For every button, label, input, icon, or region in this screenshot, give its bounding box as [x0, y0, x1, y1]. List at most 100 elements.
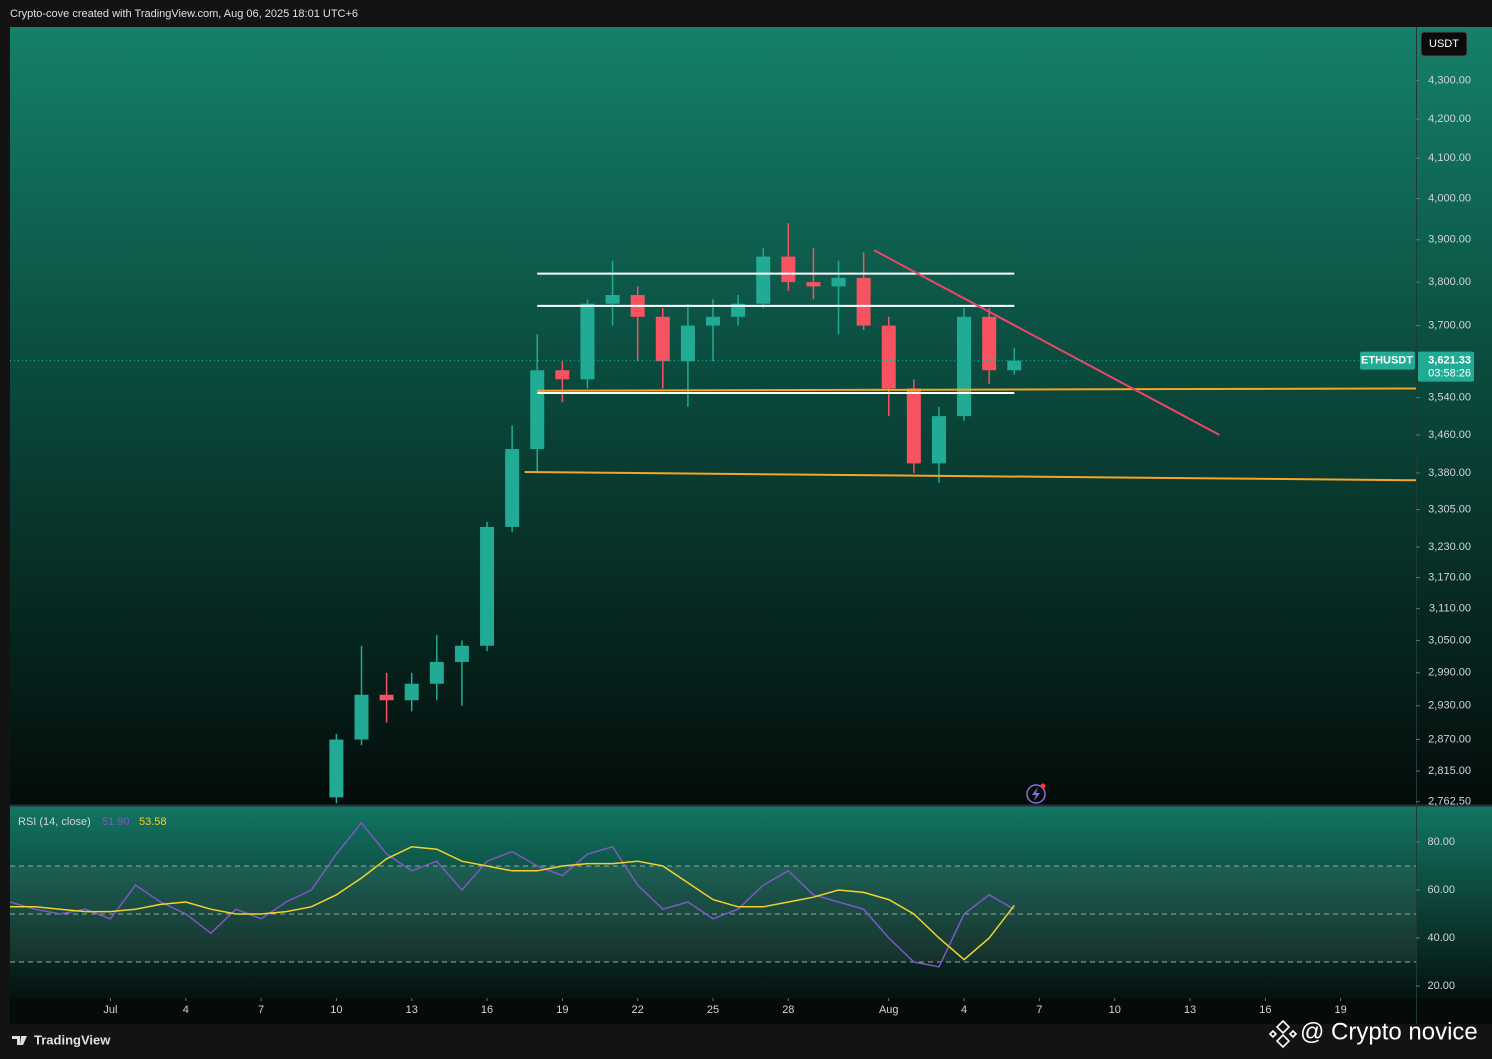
candle-body	[354, 694, 369, 740]
y-tick-label: 4,100.00	[1428, 152, 1471, 164]
rsi-tick-label: 60.00	[1427, 884, 1455, 896]
rsi-legend-value: 51.90	[102, 816, 130, 828]
y-tick-label: 3,050.00	[1428, 634, 1471, 646]
x-tick-label: 22	[632, 1004, 644, 1016]
symbol-label: ETHUSDT	[1361, 355, 1413, 367]
y-tick-label: 3,170.00	[1428, 571, 1471, 583]
watermark: @ Crypto novice	[1300, 1018, 1478, 1045]
drawing-line	[524, 471, 1416, 482]
candle-body	[680, 325, 695, 362]
countdown: 03:58:26	[1428, 368, 1471, 380]
rsi-tick-label: 80.00	[1427, 836, 1455, 848]
candle-body	[505, 449, 520, 527]
candle-body	[655, 316, 670, 362]
watermark-icon	[1268, 1019, 1298, 1049]
x-tick-label: 10	[1109, 1004, 1121, 1016]
y-tick-label: 3,800.00	[1428, 276, 1471, 288]
y-tick-label: 2,762.50	[1428, 796, 1471, 808]
candle-body	[329, 739, 344, 798]
candle-body	[806, 282, 821, 287]
candle-body	[831, 277, 846, 287]
candle-body	[781, 256, 796, 283]
candle-body	[931, 416, 946, 464]
candle-body	[605, 295, 620, 304]
symbol-tag	[1360, 351, 1415, 370]
y-tick-label: 3,230.00	[1428, 541, 1471, 553]
rsi-pane	[10, 806, 1492, 998]
x-tick-label: 25	[707, 1004, 719, 1016]
x-tick-label: 28	[782, 1004, 794, 1016]
y-tick-label: 3,305.00	[1428, 503, 1471, 515]
currency-label: USDT	[1429, 38, 1459, 50]
x-tick-label: 19	[1335, 1004, 1347, 1016]
y-tick-label: 4,000.00	[1428, 192, 1471, 204]
drawing-line	[537, 387, 1416, 392]
x-tick-label: 10	[330, 1004, 342, 1016]
tv-logo-mark	[12, 1036, 27, 1045]
plot: 4,300.00 4,200.00 4,100.00 4,000.00 3,900.00…	[9, 75, 1474, 1016]
x-tick-label: 7	[258, 1004, 264, 1016]
candle-body	[530, 370, 545, 450]
candle-body	[454, 645, 469, 662]
price-tag	[1418, 351, 1474, 382]
candle-body	[856, 277, 871, 326]
candle-body	[480, 526, 495, 646]
x-tick-label: Aug	[879, 1004, 899, 1016]
y-tick-label: 3,110.00	[1429, 603, 1471, 615]
drawing-line	[873, 249, 1220, 436]
rsi-legend-value: 53.58	[139, 816, 167, 828]
x-tick-label: 13	[1184, 1004, 1196, 1016]
y-tick-label: 4,200.00	[1428, 113, 1471, 125]
y-tick-label: 2,930.00	[1428, 700, 1471, 712]
candle-body	[555, 370, 570, 380]
rsi-title: RSI (14, close)	[18, 816, 91, 828]
alert-icon[interactable]	[1026, 784, 1046, 804]
rsi-line	[10, 846, 1015, 961]
candle-body	[706, 316, 720, 326]
candle-body	[404, 683, 419, 701]
candle-body	[957, 316, 972, 417]
candle-body	[731, 303, 746, 317]
y-tick-label: 3,900.00	[1428, 234, 1471, 246]
candle-body	[982, 316, 997, 371]
candle-body	[429, 661, 444, 684]
candle-body	[379, 694, 394, 701]
time-axis	[10, 998, 1492, 1024]
candles	[329, 223, 1416, 804]
y-tick-label: 4,300.00	[1428, 75, 1471, 87]
tv-logo-text: TradingView	[34, 1032, 111, 1047]
price-pane	[10, 27, 1492, 805]
y-tick-label: 3,380.00	[1428, 467, 1471, 479]
y-tick-label: 3,460.00	[1428, 429, 1471, 441]
tv-logo	[12, 1036, 27, 1045]
candle-body	[756, 256, 771, 304]
x-tick-label: 19	[556, 1004, 568, 1016]
x-tick-label: 16	[1259, 1004, 1271, 1016]
rsi-tick-label: 20.00	[1427, 980, 1455, 992]
alert-dot	[1040, 783, 1046, 789]
x-tick-label: 7	[1036, 1004, 1042, 1016]
candle-body	[881, 325, 896, 389]
y-tick-label: 2,870.00	[1428, 733, 1471, 745]
y-tick-label: 3,700.00	[1428, 319, 1471, 331]
rsi-line	[9, 821, 1015, 968]
x-tick-label: 13	[406, 1004, 418, 1016]
currency-button[interactable]	[1420, 31, 1468, 57]
candle-body	[1007, 360, 1022, 371]
rsi-tick-label: 40.00	[1427, 932, 1455, 944]
y-tick-label: 2,815.00	[1428, 765, 1471, 777]
caption: Crypto-cove created with TradingView.com…	[10, 8, 358, 20]
candle-body	[906, 388, 921, 464]
x-tick-label: 16	[481, 1004, 493, 1016]
price-label: 3,621.33	[1428, 355, 1471, 367]
x-tick-label: Jul	[103, 1004, 117, 1016]
watermark-logo	[1268, 1019, 1298, 1049]
x-tick-label: 4	[961, 1004, 967, 1016]
candle-body	[580, 303, 595, 380]
y-tick-label: 3,540.00	[1428, 392, 1471, 404]
y-tick-label: 2,990.00	[1428, 667, 1471, 679]
x-tick-label: 4	[183, 1004, 189, 1016]
alert-bolt	[1032, 787, 1040, 801]
